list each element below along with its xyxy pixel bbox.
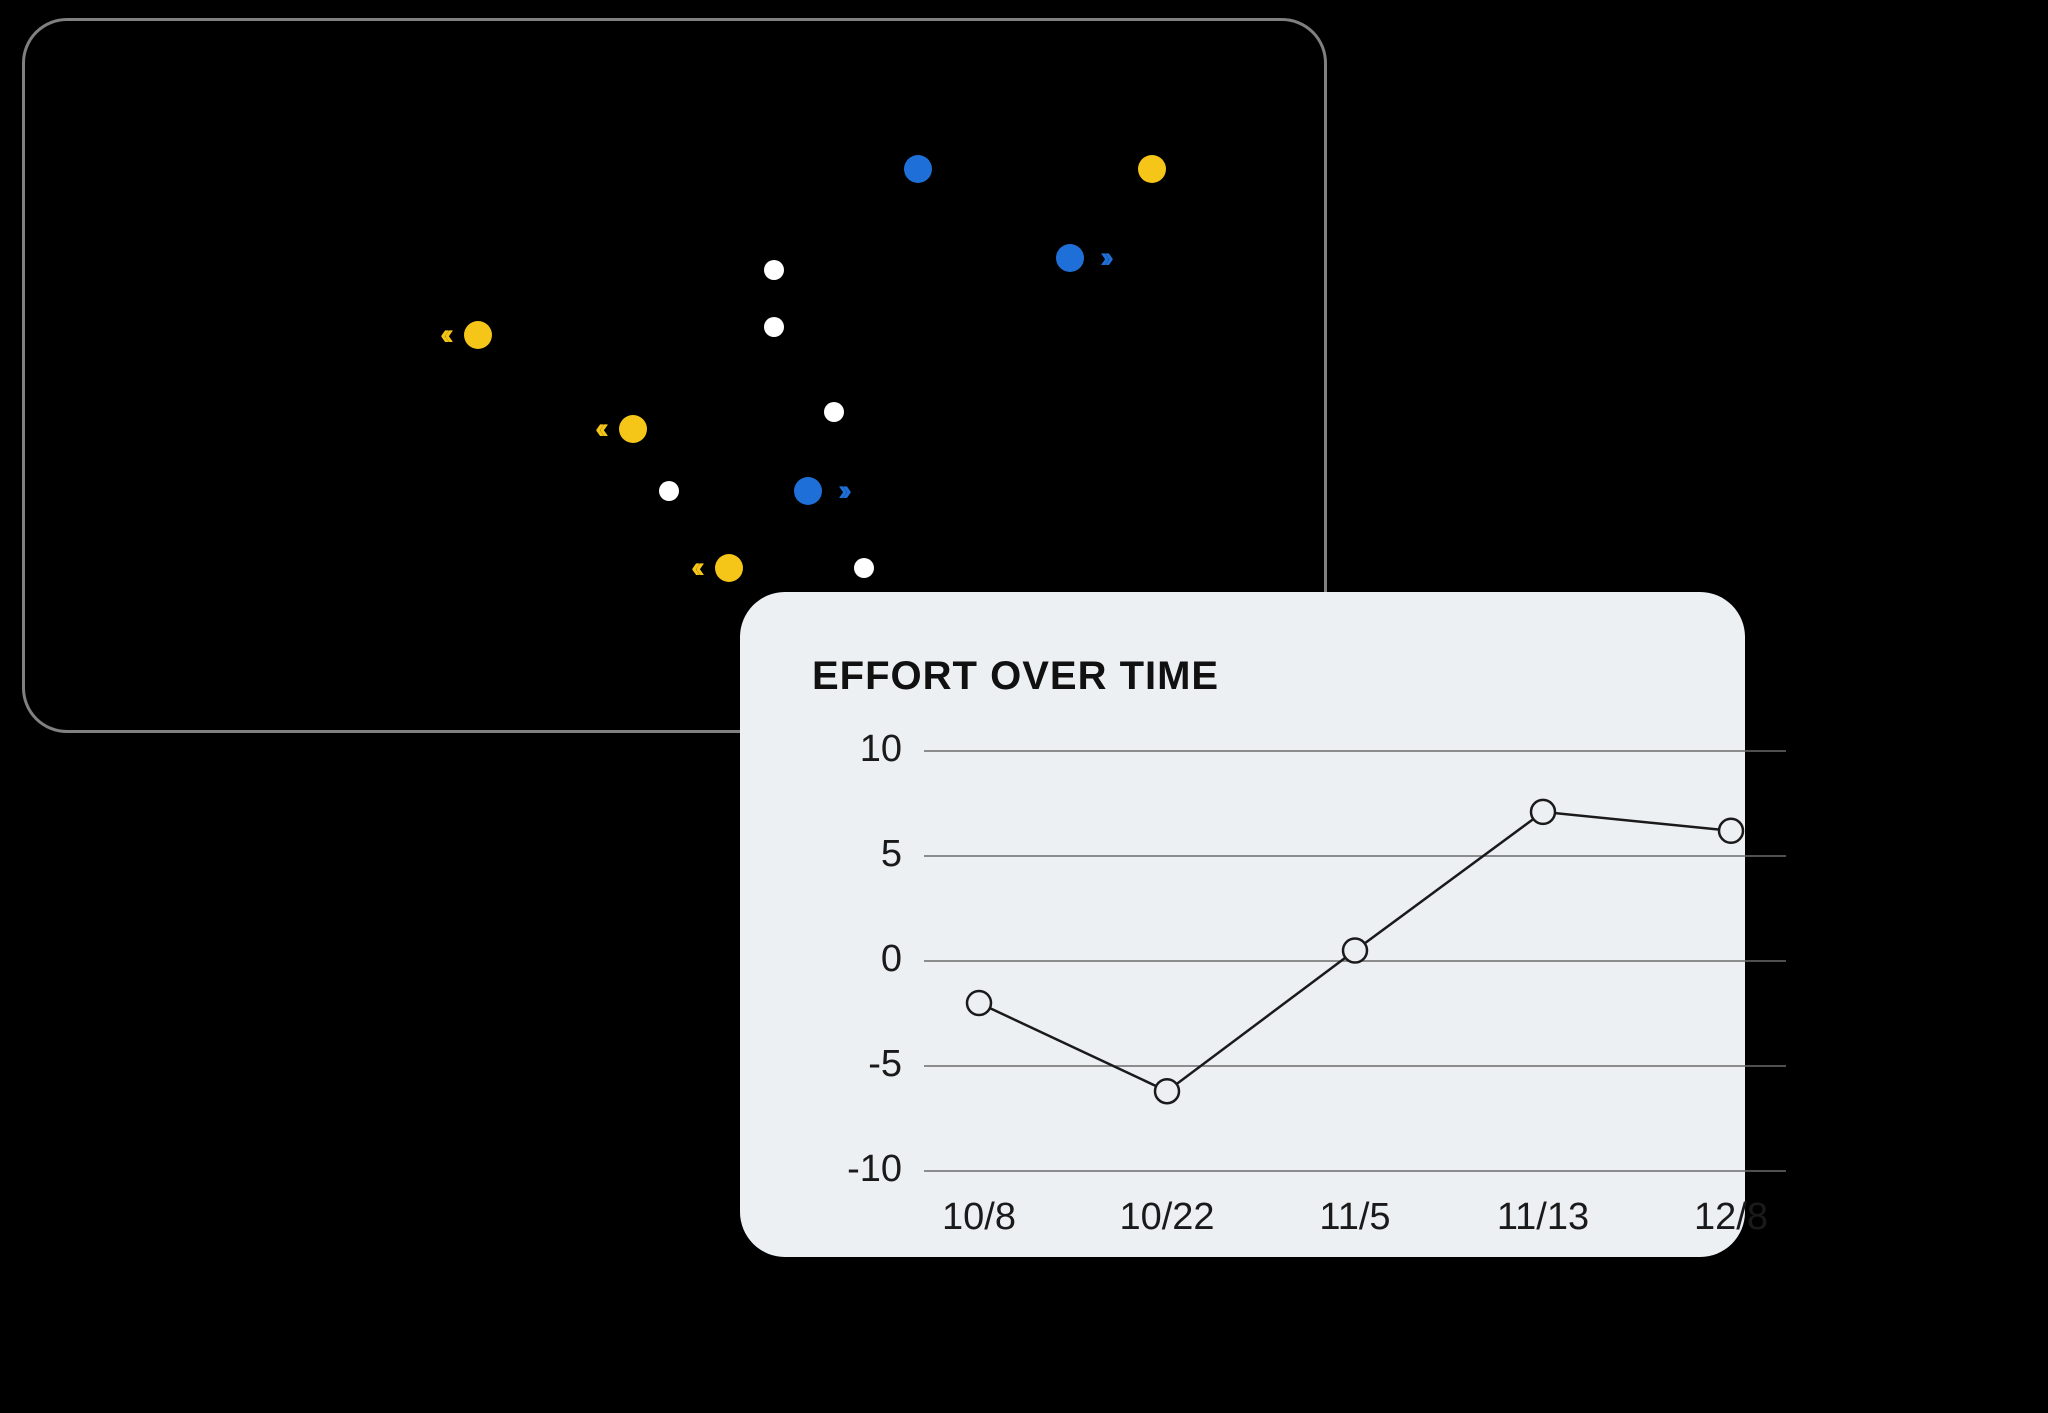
effort-data-point [967,991,991,1015]
chevrons-left-icon: ‹‹ [595,414,603,444]
scatter-dot [464,321,492,349]
effort-chart-title: EFFORT OVER TIME [812,654,1673,699]
effort-data-point [1531,800,1555,824]
effort-chart-card: EFFORT OVER TIME 10 5 0 -5 -10 10/8 10/22 11/5 1… [740,592,1745,1257]
y-tick-label: -10 [847,1148,902,1190]
y-tick-label: 10 [860,731,902,770]
scatter-dot [1138,155,1166,183]
scatter-dot [854,558,874,578]
chevrons-left-icon: ‹‹ [440,320,448,350]
scatter-dot [764,260,784,280]
y-tick-label: 5 [881,833,902,875]
x-tick-label: 11/13 [1497,1196,1589,1238]
scatter-dot [824,402,844,422]
scatter-dot [619,415,647,443]
scatter-dot [1056,244,1084,272]
x-tick-label: 10/22 [1119,1196,1214,1238]
scatter-dot [715,554,743,582]
chevrons-left-icon: ‹‹ [691,553,699,583]
effort-data-point [1343,939,1367,963]
y-tick-label: -5 [868,1043,902,1085]
effort-line-chart: 10 5 0 -5 -10 10/8 10/22 11/5 11/13 12/8 [812,731,1786,1246]
x-tick-label: 10/8 [942,1196,1016,1238]
scatter-dot [904,155,932,183]
effort-data-point [1719,819,1743,843]
x-tick-label: 11/5 [1319,1196,1390,1238]
effort-data-point [1155,1079,1179,1103]
chevrons-right-icon: ›› [838,476,846,506]
x-tick-label: 12/8 [1694,1196,1768,1238]
scatter-dot [764,317,784,337]
chevrons-right-icon: ›› [1100,243,1108,273]
scatter-dot [659,481,679,501]
y-tick-label: 0 [881,938,902,980]
scatter-dot [794,477,822,505]
